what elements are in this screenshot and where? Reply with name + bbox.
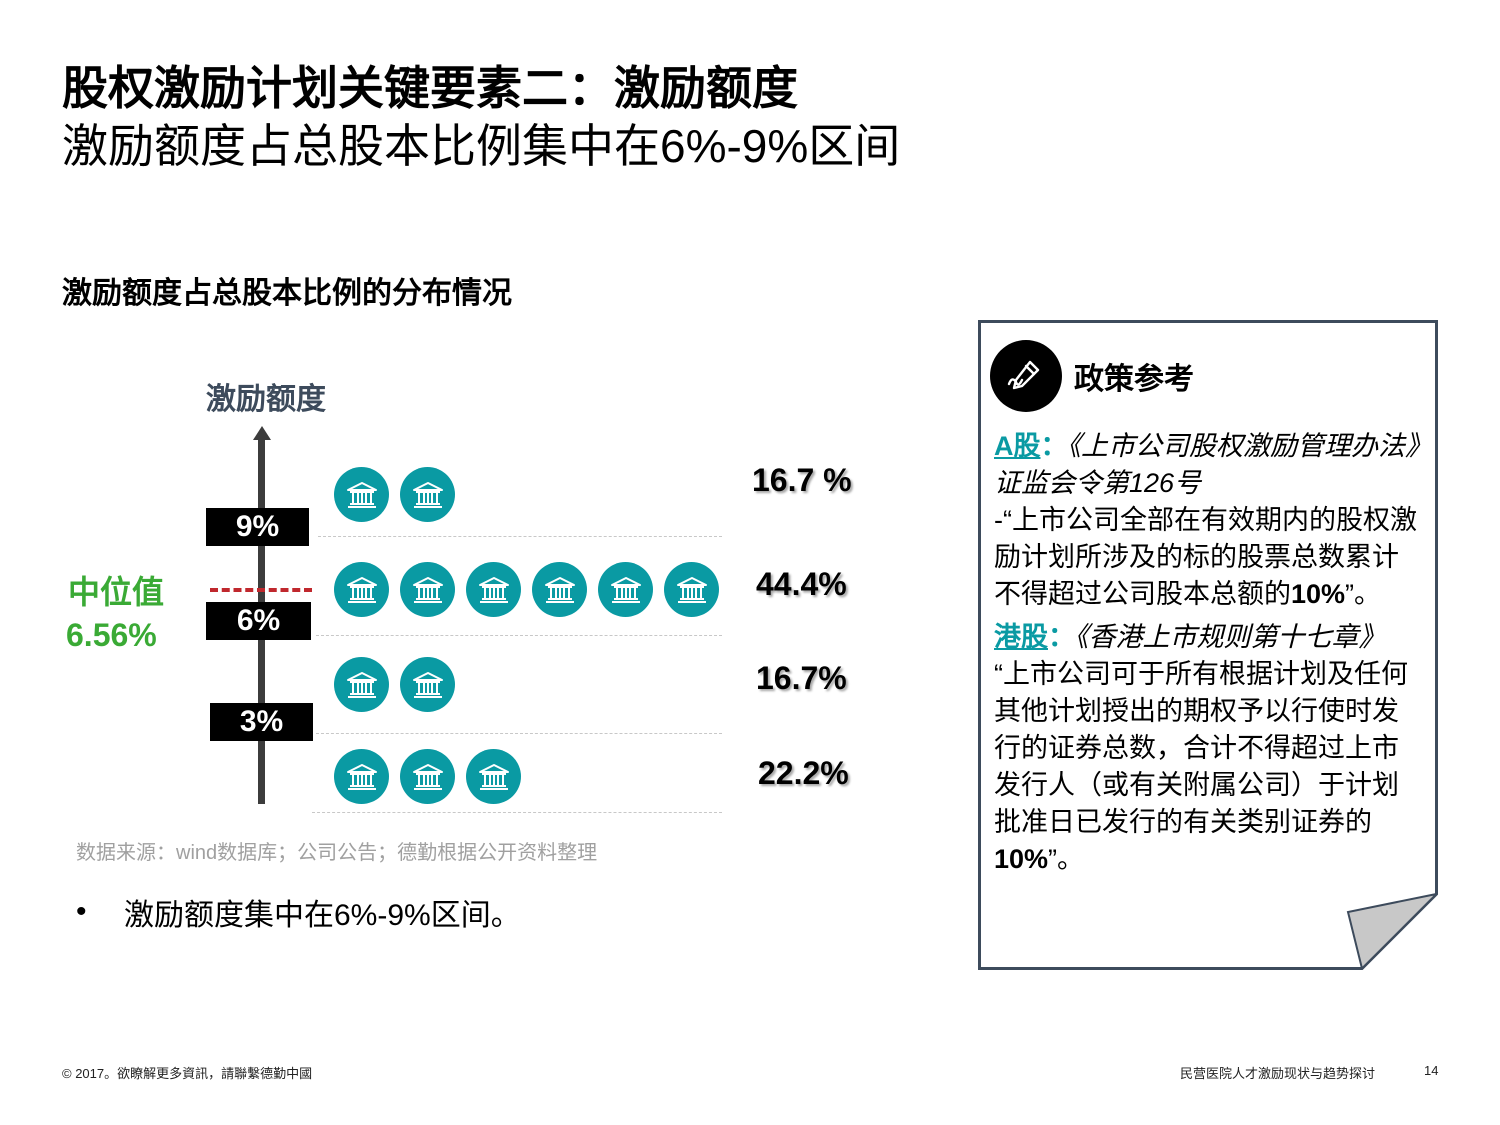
bullet-marker: •	[76, 895, 87, 928]
bank-building-icon	[532, 562, 587, 617]
a-share-limit: 10%	[1291, 579, 1346, 609]
median-label: 中位值	[68, 574, 165, 610]
hk-share-regulation: 《香港上市规则第十七章》	[1075, 622, 1386, 652]
row-percent: 16.7 %	[752, 462, 852, 498]
bank-building-icon	[334, 657, 389, 712]
bank-building-icon	[400, 467, 455, 522]
hk-share-colon: ：	[1048, 622, 1075, 652]
footer-report-title: 民营医院人才激励现状与趋势探讨	[1180, 1066, 1376, 1081]
page-title: 股权激励计划关键要素二：激励额度	[62, 62, 798, 114]
median-value: 6.56%	[66, 617, 157, 653]
policy-content: 政策参考 A股：《上市公司股权激励管理办法》证监会令第126号 -“上市公司全部…	[990, 340, 1424, 878]
bank-building-icon	[664, 562, 719, 617]
policy-hk-quote: “上市公司可于所有根据计划及任何其他计划授出的期权予以行使时发行的证券总数，合计…	[994, 656, 1424, 878]
row-percent: 16.7%	[756, 660, 847, 696]
row-percent: 44.4%	[756, 566, 847, 602]
a-share-quote-end: ”。	[1345, 579, 1382, 609]
pen-icon	[990, 340, 1062, 412]
hk-share-quote-text: “上市公司可于所有根据计划及任何其他计划授出的期权予以行使时发行的证券总数，合计…	[994, 659, 1408, 837]
row-percent: 22.2%	[758, 755, 849, 791]
hk-share-quote-end: ”。	[1048, 844, 1085, 874]
tick-label-3: 3%	[210, 703, 313, 741]
hk-share-label: 港股	[994, 622, 1048, 652]
hk-share-limit: 10%	[994, 844, 1049, 874]
policy-card	[978, 320, 1438, 970]
chart-title: 激励额度占总股本比例的分布情况	[62, 277, 512, 310]
tick-label-9: 9%	[206, 508, 309, 546]
bank-building-icon	[400, 562, 455, 617]
gridline-9	[318, 536, 722, 537]
page-subtitle: 激励额度占总股本比例集中在6%-9%区间	[62, 120, 901, 172]
bank-building-icon	[334, 467, 389, 522]
bank-building-icon	[466, 562, 521, 617]
gridline-0	[312, 812, 722, 813]
bullet-item: • 激励额度集中在6%-9%区间。	[76, 890, 521, 934]
icon-row	[334, 657, 455, 712]
median-line	[210, 588, 312, 592]
bank-building-icon	[598, 562, 653, 617]
data-source: 数据来源：wind数据库；公司公告；德勤根据公开资料整理	[76, 842, 598, 864]
policy-hk-regulation: 港股：《香港上市规则第十七章》	[994, 619, 1424, 656]
icon-row	[334, 749, 521, 804]
a-share-regulation: 《上市公司股权激励管理办法》证监会令第126号	[994, 431, 1419, 498]
bank-building-icon	[400, 657, 455, 712]
a-share-label: A股	[994, 431, 1041, 461]
a-share-quote-text: -“上市公司全部在有效期内的股权激励计划所涉及的标的股票总数累计不得超过公司股本…	[994, 505, 1417, 609]
y-axis-label: 激励额度	[206, 383, 326, 416]
axis-arrow-icon	[253, 426, 271, 440]
bank-building-icon	[400, 749, 455, 804]
tick-label-6: 6%	[206, 602, 311, 640]
icon-row	[334, 562, 719, 617]
bullet-text: 激励额度集中在6%-9%区间。	[124, 899, 521, 932]
a-share-colon: ：	[1040, 431, 1068, 461]
gridline-6	[316, 635, 722, 636]
gridline-3	[316, 733, 722, 734]
footer-copyright: © 2017。欲瞭解更多資訊，請聯繫德勤中國	[62, 1066, 313, 1081]
policy-title: 政策参考	[1074, 363, 1194, 396]
page-number: 14	[1424, 1063, 1439, 1078]
icon-row	[334, 467, 455, 522]
bank-building-icon	[334, 562, 389, 617]
policy-a-regulation: A股：《上市公司股权激励管理办法》证监会令第126号	[994, 428, 1424, 502]
policy-header: 政策参考	[990, 340, 1424, 412]
policy-a-quote: -“上市公司全部在有效期内的股权激励计划所涉及的标的股票总数累计不得超过公司股本…	[994, 502, 1424, 613]
bank-building-icon	[334, 749, 389, 804]
bank-building-icon	[466, 749, 521, 804]
